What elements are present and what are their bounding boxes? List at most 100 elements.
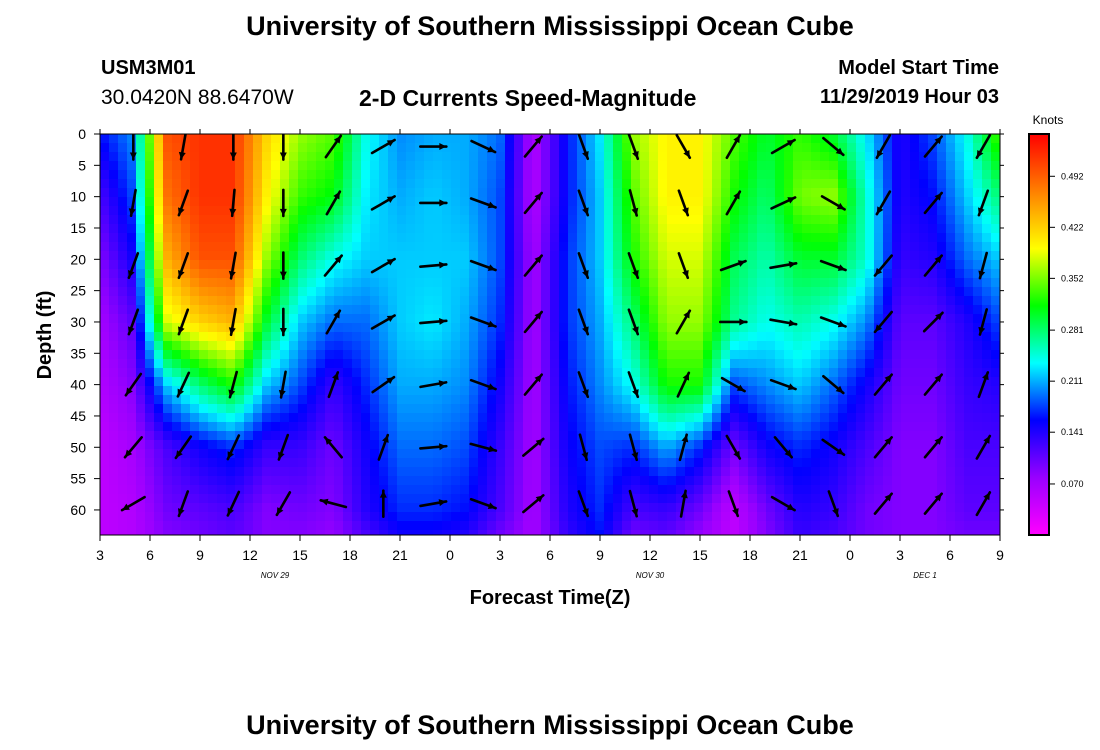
heat-cell	[226, 467, 236, 477]
current-vector-arrow	[875, 190, 892, 216]
heat-cell	[991, 296, 1000, 306]
heat-cell	[919, 395, 929, 405]
heat-cell	[838, 287, 848, 297]
heat-cell	[289, 395, 299, 405]
heat-cell	[235, 215, 245, 225]
heat-cell	[388, 449, 398, 459]
heat-cell	[541, 467, 551, 477]
heat-cell	[955, 269, 965, 279]
heat-cell	[964, 260, 974, 270]
heat-cell	[163, 413, 173, 423]
heat-cell	[667, 188, 677, 198]
heat-cell	[325, 170, 335, 180]
heat-cell	[334, 278, 344, 288]
heat-cell	[901, 359, 911, 369]
heat-cell	[433, 296, 443, 306]
heat-cell	[226, 422, 236, 432]
heat-cell	[163, 278, 173, 288]
heat-cell	[118, 485, 128, 495]
heat-cell	[604, 314, 614, 324]
heat-cell	[973, 278, 983, 288]
heat-cell	[379, 521, 389, 531]
heat-cell	[928, 530, 938, 535]
heat-cell	[946, 197, 956, 207]
heat-cell	[739, 395, 749, 405]
heat-cell	[361, 242, 371, 252]
heat-cell	[640, 197, 650, 207]
heat-cell	[460, 440, 470, 450]
heat-cell	[604, 305, 614, 315]
heat-cell	[181, 341, 191, 351]
heat-cell	[262, 377, 272, 387]
heat-cell	[208, 278, 218, 288]
heat-cell	[550, 449, 560, 459]
heat-cell	[433, 323, 443, 333]
heat-cell	[739, 134, 749, 144]
heat-cell	[379, 134, 389, 144]
station-location: 30.0420N 88.6470W	[101, 86, 294, 109]
heat-cell	[478, 152, 488, 162]
heat-cell	[631, 134, 641, 144]
heat-cell	[838, 161, 848, 171]
heat-cell	[127, 260, 137, 270]
heat-cell	[343, 179, 353, 189]
heat-cell	[433, 386, 443, 396]
heat-cell	[820, 296, 830, 306]
heat-cell	[595, 440, 605, 450]
heat-cell	[307, 530, 317, 535]
heat-cell	[739, 368, 749, 378]
heat-cell	[487, 152, 497, 162]
heat-cell	[298, 323, 308, 333]
heat-cell	[109, 260, 119, 270]
heat-cell	[100, 449, 110, 459]
heat-cell	[478, 161, 488, 171]
heat-cell	[226, 512, 236, 522]
heat-cell	[685, 323, 695, 333]
current-vector-arrow	[873, 492, 893, 515]
heat-cell	[811, 521, 821, 531]
heat-cell	[190, 152, 200, 162]
heat-cell	[748, 260, 758, 270]
heat-cell	[811, 314, 821, 324]
heat-cell	[631, 503, 641, 513]
heat-cell	[469, 467, 479, 477]
heat-cell	[649, 152, 659, 162]
heat-cell	[118, 476, 128, 486]
heat-cell	[766, 323, 776, 333]
heat-cell	[568, 377, 578, 387]
current-vector-arrow	[577, 252, 590, 280]
heat-cell	[262, 188, 272, 198]
heat-cell	[721, 395, 731, 405]
heat-cell	[586, 179, 596, 189]
current-vector-arrow	[277, 433, 290, 461]
current-vector-arrow	[469, 442, 498, 453]
heat-cell	[361, 359, 371, 369]
heat-cell	[640, 332, 650, 342]
heat-cell	[145, 431, 155, 441]
heat-cell	[829, 359, 839, 369]
heat-cell	[847, 332, 857, 342]
heat-cell	[145, 359, 155, 369]
heat-cell	[757, 269, 767, 279]
heat-cell	[127, 377, 137, 387]
heat-cell	[739, 404, 749, 414]
heat-cell	[829, 224, 839, 234]
current-vector-arrow	[279, 188, 287, 218]
heat-cell	[631, 521, 641, 531]
heat-cell	[793, 323, 803, 333]
heat-cell	[181, 215, 191, 225]
current-vector-arrow	[719, 318, 748, 326]
heat-cell	[181, 467, 191, 477]
heat-cell	[244, 269, 254, 279]
heat-cell	[226, 260, 236, 270]
heat-cell	[856, 521, 866, 531]
heat-cell	[442, 350, 452, 360]
heat-cell	[856, 422, 866, 432]
heat-cell	[298, 197, 308, 207]
heat-cell	[100, 206, 110, 216]
heat-cell	[865, 395, 875, 405]
heat-cell	[226, 215, 236, 225]
heat-cell	[955, 188, 965, 198]
heat-cell	[199, 413, 209, 423]
heat-cell	[829, 476, 839, 486]
